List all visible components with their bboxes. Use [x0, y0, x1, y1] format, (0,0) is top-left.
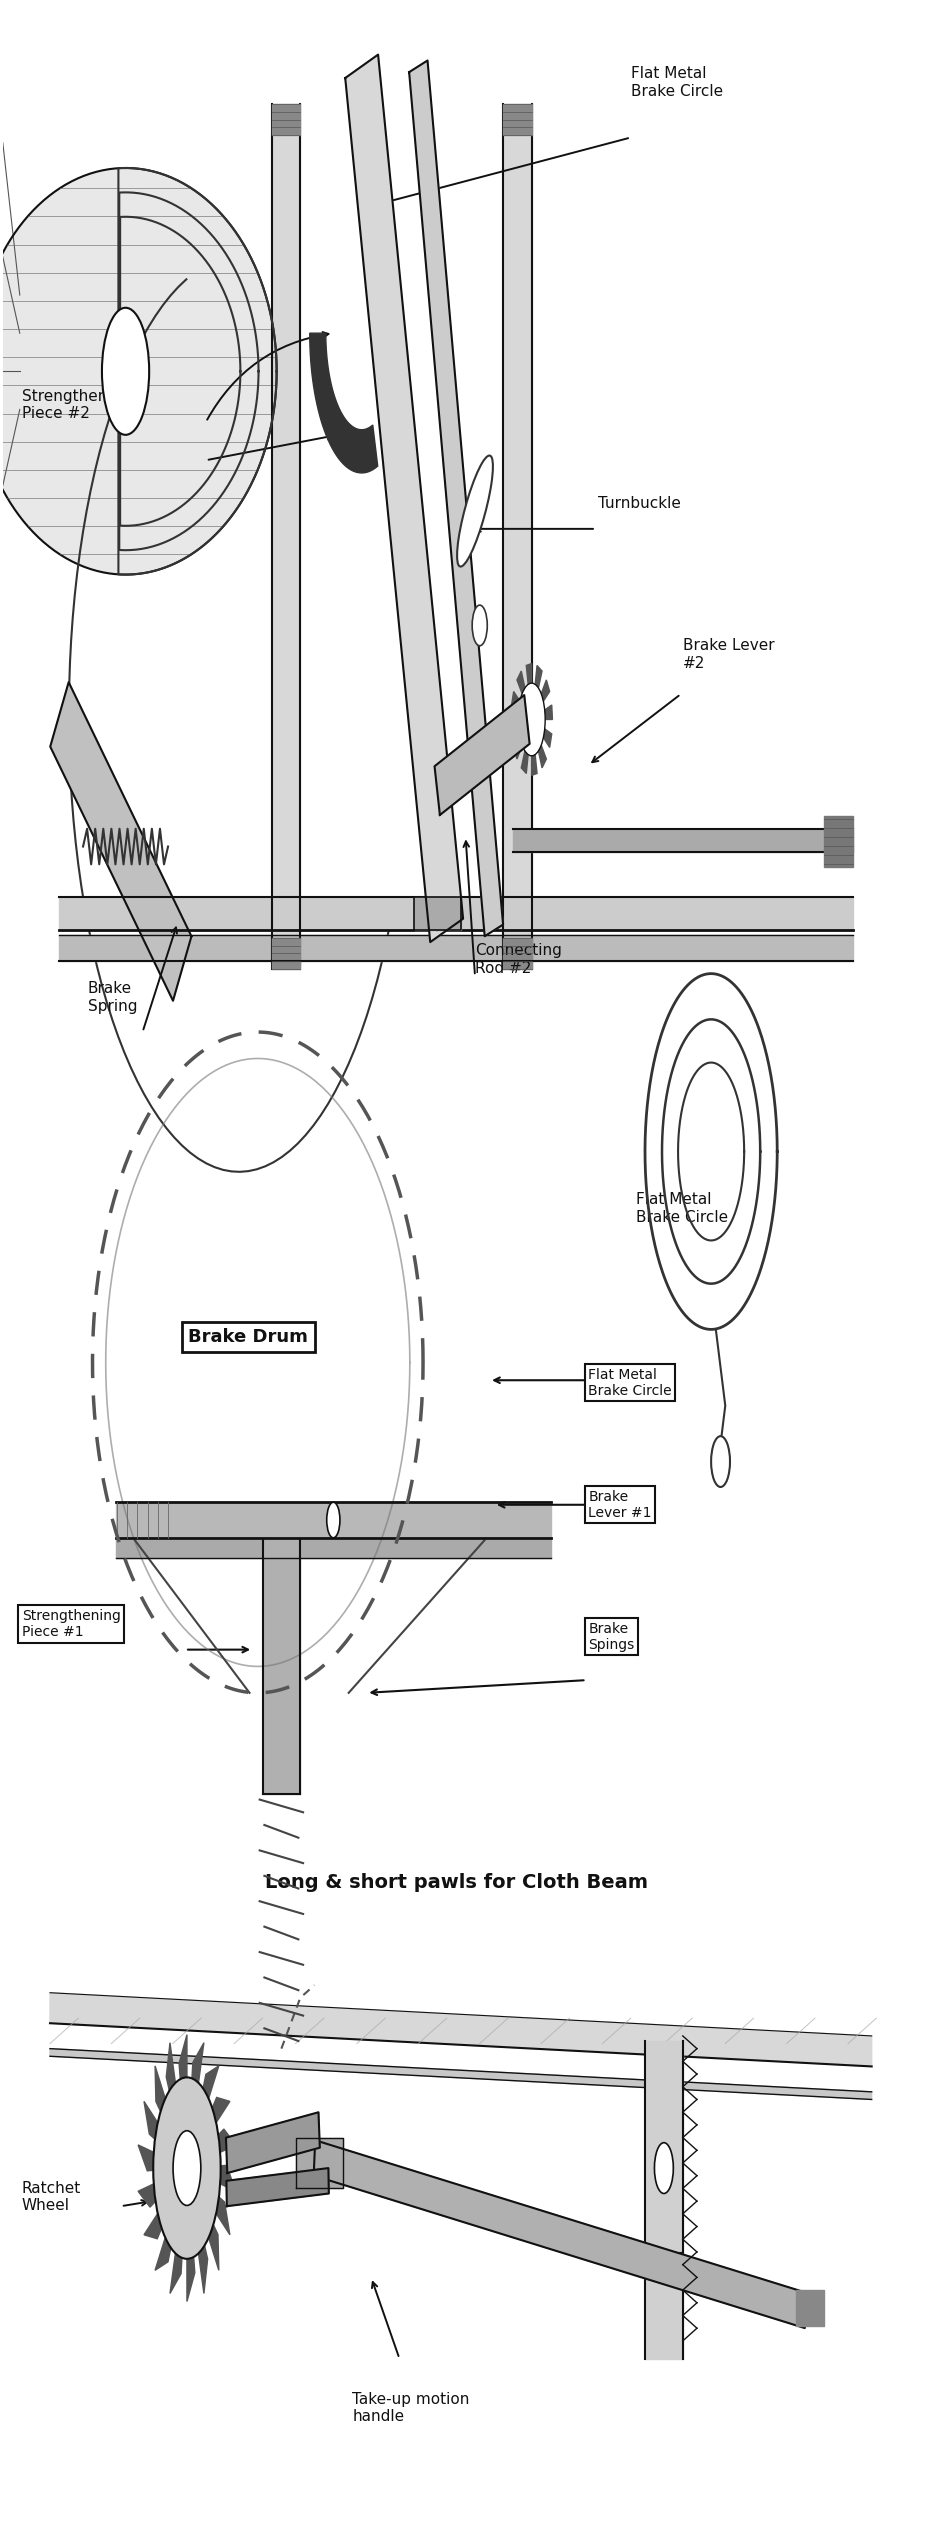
Polygon shape — [409, 61, 504, 937]
Polygon shape — [532, 718, 546, 767]
Polygon shape — [50, 683, 192, 1001]
Polygon shape — [170, 2167, 187, 2292]
Polygon shape — [262, 1541, 300, 1796]
Polygon shape — [514, 718, 532, 759]
Polygon shape — [166, 2043, 187, 2167]
Polygon shape — [532, 706, 553, 718]
Polygon shape — [532, 718, 537, 774]
Polygon shape — [187, 2167, 208, 2292]
Circle shape — [518, 683, 545, 756]
Polygon shape — [504, 937, 532, 968]
Polygon shape — [532, 680, 550, 718]
Polygon shape — [310, 334, 378, 474]
Circle shape — [102, 308, 149, 436]
Polygon shape — [413, 897, 461, 930]
Polygon shape — [144, 2167, 187, 2239]
Text: Flat Metal
Brake Circle: Flat Metal Brake Circle — [588, 1368, 672, 1398]
Polygon shape — [522, 718, 532, 774]
Polygon shape — [187, 2043, 204, 2167]
Polygon shape — [295, 2137, 343, 2188]
Polygon shape — [187, 2167, 195, 2302]
Polygon shape — [138, 2145, 187, 2170]
Text: Brake Lever
#2: Brake Lever #2 — [683, 639, 774, 670]
Polygon shape — [155, 2066, 187, 2167]
Polygon shape — [513, 828, 853, 851]
Polygon shape — [645, 2040, 683, 2359]
Polygon shape — [50, 2048, 872, 2099]
Text: Strengthening
Piece #2: Strengthening Piece #2 — [22, 390, 131, 420]
Text: Ratchet
Wheel: Ratchet Wheel — [22, 2180, 81, 2213]
Polygon shape — [512, 690, 532, 718]
Polygon shape — [187, 2129, 236, 2167]
Text: Turnbuckle: Turnbuckle — [598, 497, 680, 512]
Circle shape — [712, 1437, 730, 1487]
Polygon shape — [50, 1992, 872, 2066]
Polygon shape — [272, 104, 300, 135]
Polygon shape — [179, 2035, 187, 2167]
Polygon shape — [314, 2139, 807, 2328]
Polygon shape — [825, 815, 853, 866]
Polygon shape — [187, 2165, 236, 2190]
Polygon shape — [272, 937, 300, 968]
Polygon shape — [187, 2096, 230, 2167]
Polygon shape — [138, 2167, 187, 2208]
Text: Brake
Lever #1: Brake Lever #1 — [588, 1490, 652, 1521]
Polygon shape — [226, 2111, 320, 2173]
Circle shape — [173, 2132, 200, 2206]
Text: Take-up motion
handle: Take-up motion handle — [352, 2392, 469, 2425]
Circle shape — [153, 2078, 220, 2259]
Text: Flat Metal
Brake Circle: Flat Metal Brake Circle — [636, 1192, 728, 1225]
Polygon shape — [60, 897, 853, 930]
Text: Brake
Spings: Brake Spings — [588, 1622, 635, 1653]
Polygon shape — [226, 2167, 329, 2206]
Polygon shape — [434, 695, 529, 815]
Text: Long & short pawls for Cloth Beam: Long & short pawls for Cloth Beam — [265, 1872, 648, 1892]
Polygon shape — [187, 2167, 230, 2234]
Polygon shape — [345, 53, 463, 942]
Ellipse shape — [457, 456, 493, 565]
Polygon shape — [187, 2167, 218, 2269]
Circle shape — [655, 2142, 674, 2193]
Polygon shape — [526, 665, 532, 718]
Text: Brake Drum: Brake Drum — [188, 1327, 308, 1345]
Polygon shape — [0, 168, 276, 576]
Circle shape — [327, 1503, 340, 1538]
Polygon shape — [532, 718, 552, 746]
Polygon shape — [116, 1541, 551, 1559]
Polygon shape — [155, 2167, 187, 2269]
Polygon shape — [796, 2290, 825, 2325]
Polygon shape — [116, 1503, 551, 1538]
Circle shape — [431, 899, 443, 930]
Polygon shape — [272, 104, 300, 968]
Polygon shape — [187, 2066, 218, 2167]
Text: Flat Metal
Brake Circle: Flat Metal Brake Circle — [631, 66, 723, 99]
Text: Brake
Spring: Brake Spring — [87, 981, 138, 1014]
Text: Strengthening
Piece #1: Strengthening Piece #1 — [22, 1610, 121, 1640]
Polygon shape — [504, 104, 532, 135]
Polygon shape — [511, 718, 532, 734]
Polygon shape — [144, 2101, 187, 2167]
Text: Connecting
Rod #2: Connecting Rod #2 — [475, 942, 561, 976]
Polygon shape — [60, 935, 853, 960]
Polygon shape — [532, 665, 542, 718]
Circle shape — [472, 606, 487, 647]
Polygon shape — [504, 104, 532, 968]
Polygon shape — [517, 670, 532, 718]
